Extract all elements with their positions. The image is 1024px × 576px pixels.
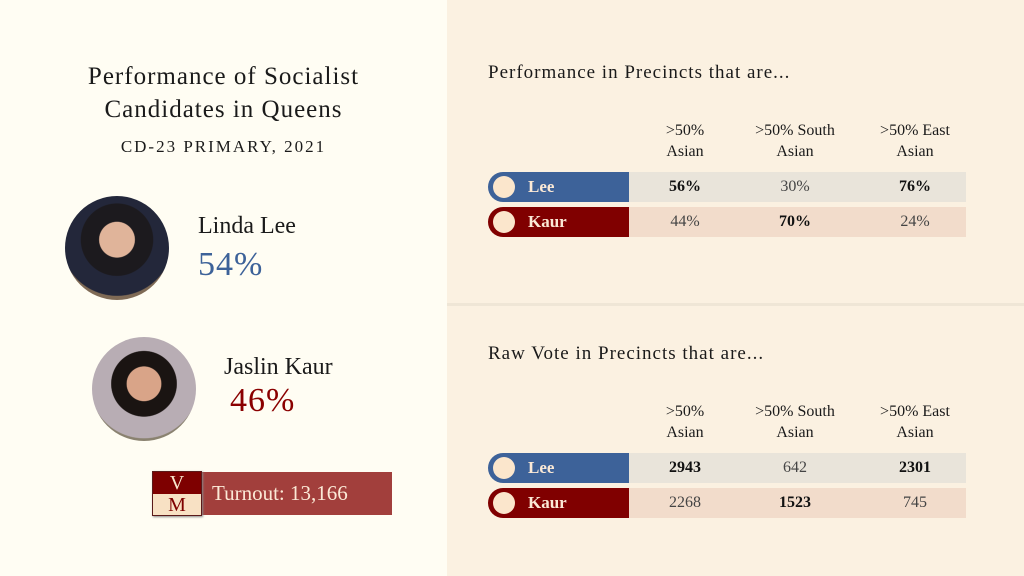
table-cell: 76% — [899, 178, 931, 195]
table-cell: 44% — [670, 213, 700, 230]
candidate-pct-lee: 54% — [198, 246, 264, 283]
row-label: Lee — [488, 172, 629, 202]
linda-lee-photo — [65, 196, 169, 300]
left-panel: Performance of Socialist Candidates in Qu… — [0, 0, 447, 576]
column-header: >50% Asian — [665, 403, 705, 441]
column-header: >50% East Asian — [880, 403, 950, 441]
page-title: Performance of Socialist Candidates in Qu… — [87, 63, 360, 123]
table-title: Raw Vote in Precincts that are... — [488, 343, 765, 364]
circle-icon — [493, 176, 515, 198]
column-header: >50% South Asian — [755, 122, 835, 160]
table-cell: 2943 — [669, 459, 701, 476]
candidate-name-lee: Linda Lee — [198, 213, 296, 239]
section-divider — [447, 303, 1024, 306]
row-label: Lee — [488, 453, 629, 483]
table-cell: 642 — [783, 459, 807, 476]
table-row-lee: Lee 56% 30% 76% — [488, 172, 966, 202]
table-row-lee: Lee 2943 642 2301 — [488, 453, 966, 483]
column-header: >50% South Asian — [755, 403, 835, 441]
table-row-kaur: Kaur 44% 70% 24% — [488, 207, 966, 237]
table-cell: 24% — [900, 213, 930, 230]
table-cell: 2268 — [669, 494, 701, 511]
candidate-pct-kaur: 46% — [230, 382, 296, 419]
table-row-kaur: Kaur 2268 1523 745 — [488, 488, 966, 518]
table-cell: 2301 — [899, 459, 931, 476]
subtitle: CD-23 PRIMARY, 2021 — [120, 137, 327, 156]
candidate-name-kaur: Jaslin Kaur — [224, 354, 333, 380]
table-title: Performance in Precincts that are... — [488, 62, 791, 83]
circle-icon — [493, 492, 515, 514]
circle-icon — [493, 457, 515, 479]
circle-icon — [493, 211, 515, 233]
table-cell: 70% — [779, 213, 811, 230]
table-cell: 30% — [780, 178, 810, 195]
row-label: Kaur — [488, 207, 629, 237]
row-label: Kaur — [488, 488, 629, 518]
turnout-text: Turnout: 13,166 — [202, 472, 392, 515]
jaslin-kaur-photo — [92, 337, 196, 441]
table-cell: 1523 — [779, 494, 811, 511]
column-header: >50% Asian — [665, 122, 705, 160]
table-cell: 56% — [669, 178, 701, 195]
table-cell: 745 — [903, 494, 927, 511]
column-header: >50% East Asian — [880, 122, 950, 160]
